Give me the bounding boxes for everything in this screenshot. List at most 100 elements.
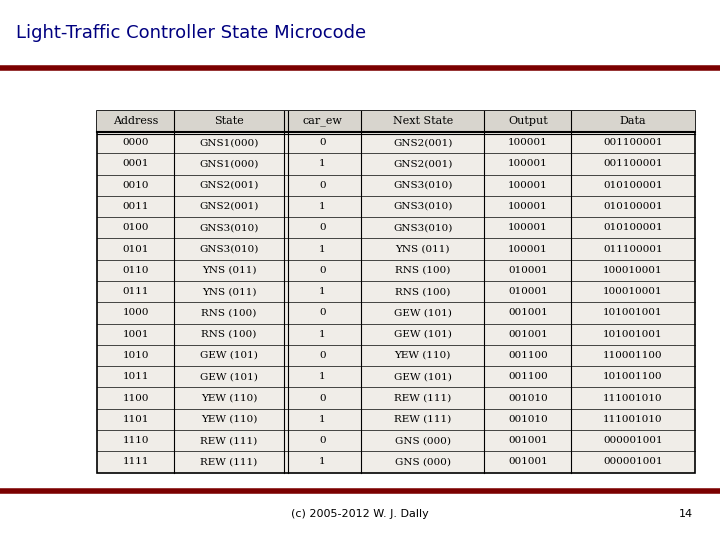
Text: GNS2(001): GNS2(001) [393,159,452,168]
Text: 001001: 001001 [508,308,548,318]
Text: YNS (011): YNS (011) [395,245,450,254]
Text: GNS3(010): GNS3(010) [199,245,258,254]
Text: RNS (100): RNS (100) [202,308,257,318]
Text: 010100001: 010100001 [603,181,663,190]
Text: 100010001: 100010001 [603,266,663,275]
Text: 101001001: 101001001 [603,308,663,318]
Text: 100001: 100001 [508,181,548,190]
Text: 1: 1 [319,159,326,168]
Text: 100001: 100001 [508,202,548,211]
Text: GNS2(001): GNS2(001) [199,181,258,190]
Text: GEW (101): GEW (101) [394,308,451,318]
Text: RNS (100): RNS (100) [202,329,257,339]
Text: 14: 14 [678,509,693,519]
Text: State: State [214,116,244,126]
Text: GNS1(000): GNS1(000) [199,138,258,147]
Text: 000001001: 000001001 [603,436,663,445]
Text: 100001: 100001 [508,223,548,232]
Text: YEW (110): YEW (110) [395,351,451,360]
Text: 001100001: 001100001 [603,138,663,147]
Text: (c) 2005-2012 W. J. Dally: (c) 2005-2012 W. J. Dally [291,509,429,519]
Text: 0110: 0110 [122,266,149,275]
Text: Light-Traffic Controller State Microcode: Light-Traffic Controller State Microcode [16,24,366,42]
Text: 1110: 1110 [122,436,149,445]
Text: Output: Output [508,116,548,126]
Text: 0001: 0001 [122,159,149,168]
Text: 1: 1 [319,415,326,424]
Text: 0111: 0111 [122,287,149,296]
Text: GNS3(010): GNS3(010) [393,223,452,232]
Text: 1111: 1111 [122,457,149,467]
Text: 1: 1 [319,245,326,254]
Text: 000001001: 000001001 [603,457,663,467]
Text: 100001: 100001 [508,245,548,254]
Text: 001100001: 001100001 [603,159,663,168]
Text: 001001: 001001 [508,457,548,467]
Text: 1: 1 [319,372,326,381]
Text: Next State: Next State [392,116,453,126]
Text: YEW (110): YEW (110) [201,394,257,402]
Text: REW (111): REW (111) [200,457,258,467]
Text: Data: Data [620,116,647,126]
Text: 0: 0 [319,308,326,318]
Text: 0000: 0000 [122,138,149,147]
Text: 1100: 1100 [122,394,149,402]
Text: GNS2(001): GNS2(001) [199,202,258,211]
Text: 0: 0 [319,266,326,275]
Text: 0010: 0010 [122,181,149,190]
Text: REW (111): REW (111) [200,436,258,445]
Text: 001001: 001001 [508,329,548,339]
Text: 1011: 1011 [122,372,149,381]
Text: 001010: 001010 [508,415,548,424]
Text: GNS2(001): GNS2(001) [393,138,452,147]
Text: 010100001: 010100001 [603,202,663,211]
Text: GNS1(000): GNS1(000) [199,159,258,168]
Text: 011100001: 011100001 [603,245,663,254]
Text: 0011: 0011 [122,202,149,211]
Text: 0100: 0100 [122,223,149,232]
Text: GNS (000): GNS (000) [395,457,451,467]
Text: 1001: 1001 [122,329,149,339]
Text: YNS (011): YNS (011) [202,287,256,296]
Text: 0: 0 [319,436,326,445]
Text: 1: 1 [319,202,326,211]
Text: 100010001: 100010001 [603,287,663,296]
Text: 0: 0 [319,394,326,402]
Text: 100001: 100001 [508,159,548,168]
Text: GEW (101): GEW (101) [394,372,451,381]
Text: 1010: 1010 [122,351,149,360]
Text: 0: 0 [319,181,326,190]
Text: GEW (101): GEW (101) [200,372,258,381]
Text: car_ew: car_ew [302,116,343,126]
Text: Address: Address [113,116,158,126]
Text: 111001010: 111001010 [603,394,663,402]
Text: 101001100: 101001100 [603,372,663,381]
Text: GNS (000): GNS (000) [395,436,451,445]
Text: 010100001: 010100001 [603,223,663,232]
Text: YEW (110): YEW (110) [201,415,257,424]
Text: 001001: 001001 [508,436,548,445]
Text: 101001001: 101001001 [603,329,663,339]
Text: RNS (100): RNS (100) [395,266,451,275]
Text: 110001100: 110001100 [603,351,663,360]
Text: 0101: 0101 [122,245,149,254]
Text: 1101: 1101 [122,415,149,424]
Text: REW (111): REW (111) [394,394,451,402]
Text: 1: 1 [319,457,326,467]
Text: 001100: 001100 [508,372,548,381]
Text: 0: 0 [319,138,326,147]
Text: 010001: 010001 [508,287,548,296]
Text: 001010: 001010 [508,394,548,402]
Text: 010001: 010001 [508,266,548,275]
Text: RNS (100): RNS (100) [395,287,451,296]
Text: GNS3(010): GNS3(010) [199,223,258,232]
Text: 0: 0 [319,223,326,232]
Text: YNS (011): YNS (011) [202,266,256,275]
Text: 111001010: 111001010 [603,415,663,424]
Text: REW (111): REW (111) [394,415,451,424]
Text: 001100: 001100 [508,351,548,360]
Text: GNS3(010): GNS3(010) [393,202,452,211]
Text: 1000: 1000 [122,308,149,318]
Text: GEW (101): GEW (101) [394,329,451,339]
Text: GEW (101): GEW (101) [200,351,258,360]
